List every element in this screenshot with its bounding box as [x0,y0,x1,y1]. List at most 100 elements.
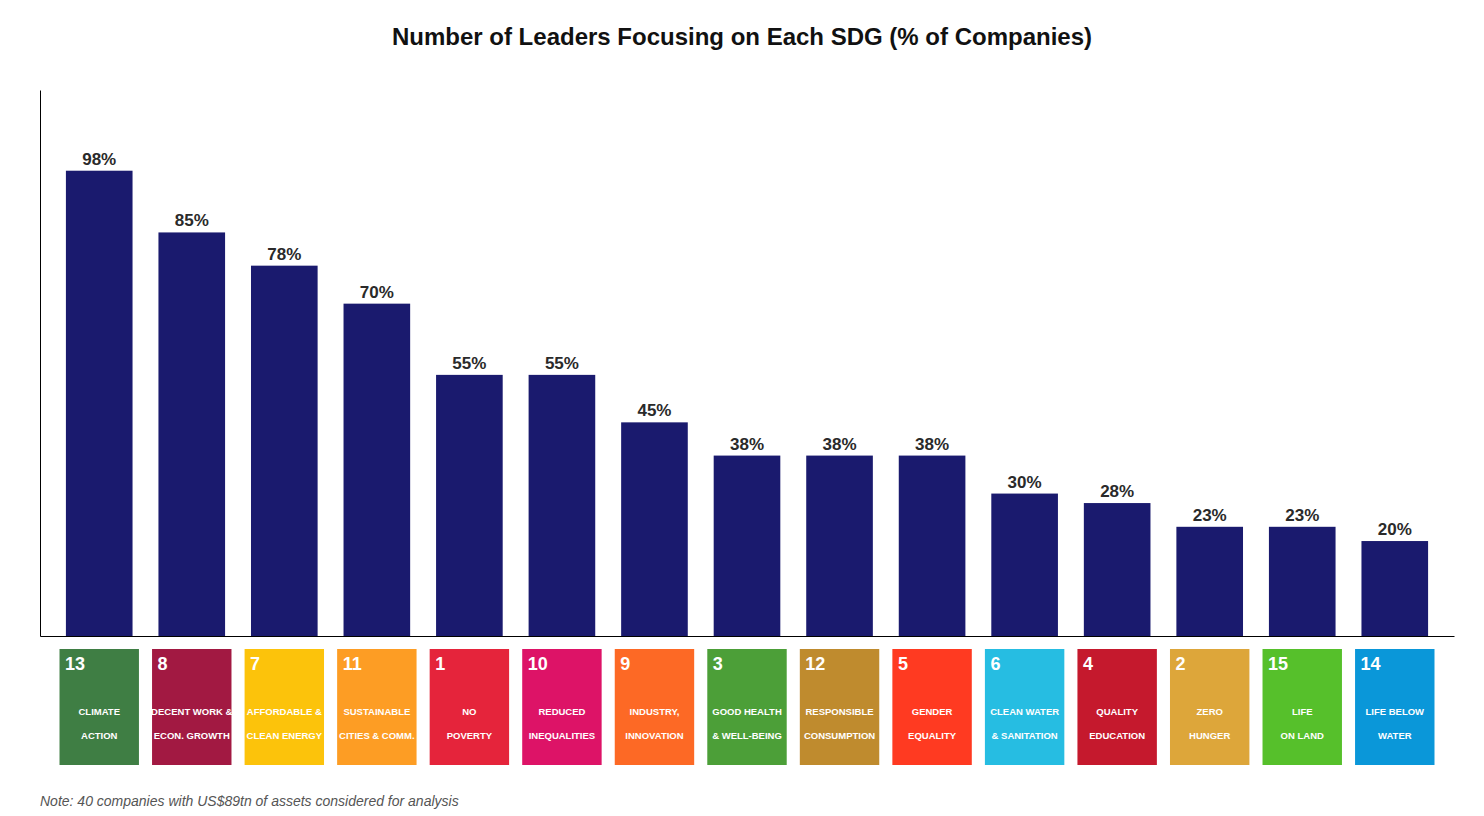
sdg-label: RESPONSIBLE [805,706,873,717]
sdg-tile [891,648,972,766]
sdg-label: QUALITY [1096,706,1138,717]
x-tick: 7 AFFORDABLE & CLEAN ENERGY [244,636,325,766]
sdg-tile [614,648,695,766]
data-label: 38% [915,435,949,454]
data-label: 30% [1008,473,1042,492]
bar [1084,503,1151,636]
sdg-label: ON LAND [1281,730,1324,741]
bar [251,266,318,636]
x-tick: 14LIFE BELOWWATER [1354,636,1435,766]
y-axis-line [40,91,41,637]
sdg-tile [151,648,232,766]
bar [1269,527,1336,636]
data-label: 38% [823,435,857,454]
sdg-label: SUSTAINABLE [343,706,410,717]
data-label: 78% [267,245,301,264]
x-tick: 13CLIMATEACTION [59,636,140,766]
x-tick: 1NOPOVERTY [429,636,510,766]
sdg-label: CONSUMPTION [804,730,875,741]
chart: Number of Leaders Focusing on Each SDG (… [0,0,1484,816]
x-tick-label: 9 [620,654,630,674]
bar [991,494,1058,636]
y-axis [40,91,41,637]
sdg-label: INNOVATION [625,730,683,741]
x-tick-label: 5 [898,654,908,674]
data-label: 55% [545,354,579,373]
data-label: 70% [360,283,394,302]
x-tick: 10 REDUCED INEQUALITIES [521,636,602,766]
sdg-tile [1169,648,1250,766]
sdg-tile [799,648,880,766]
sdg-label: HUNGER [1189,730,1230,741]
x-tick: 6CLEAN WATER& SANITATION [984,636,1065,766]
x-tick: 11SUSTAINABLECITIES & COMM. [336,636,417,766]
sdg-label: NO [462,706,476,717]
data-label: 28% [1100,482,1134,501]
x-tick-label: 4 [1083,654,1093,674]
data-label: 98% [82,150,116,169]
sdg-tile [59,648,140,766]
x-tick: 8 DECENT WORK & ECON. GROWTH [151,636,232,766]
x-tick: 3 GOOD HEALTH & WELL-BEING [706,636,787,766]
x-tick-label: 3 [713,654,723,674]
x-tick-label: 7 [250,654,260,674]
x-tick: 2 ZERO HUNGER [1169,636,1250,766]
sdg-label: INDUSTRY, [630,706,680,717]
x-tick-label: 15 [1268,654,1288,674]
x-tick: 12 RESPONSIBLE CONSUMPTION [799,636,880,766]
bars [66,171,1428,636]
x-tick-label: 8 [158,654,168,674]
x-tick-label: 14 [1361,654,1381,674]
sdg-label: CLEAN ENERGY [247,730,323,741]
data-label: 45% [637,401,671,420]
bar [529,375,596,636]
data-label: 23% [1193,506,1227,525]
data-label: 20% [1378,520,1412,539]
sdg-label: ZERO [1197,706,1223,717]
note: Note: 40 companies with US$89tn of asset… [40,793,459,809]
data-label: 23% [1285,506,1319,525]
data-label: 85% [175,211,209,230]
data-label: 55% [452,354,486,373]
bar [621,422,688,636]
sdg-label: WATER [1378,730,1412,741]
bar [1176,527,1243,636]
sdg-label: REDUCED [538,706,585,717]
plot: 98%85%78%70%55%55%45%38%38%38%30%28%23%2… [41,91,1455,767]
sdg-tile [336,648,417,766]
sdg-label: CITIES & COMM. [339,730,414,741]
sdg-tile [706,648,787,766]
sdg-label: GENDER [912,706,953,717]
x-tick-label: 12 [805,654,825,674]
sdg-label: AFFORDABLE & [247,706,322,717]
x-tick-label: 10 [528,654,548,674]
x-tick-label: 13 [65,654,85,674]
title: Number of Leaders Focusing on Each SDG (… [392,23,1092,50]
bar [436,375,503,636]
sdg-label: CLIMATE [78,706,120,717]
bar [344,304,411,636]
sdg-tile [244,648,325,766]
sdg-label: ECON. GROWTH [154,730,230,741]
sdg-label: GOOD HEALTH [712,706,782,717]
sdg-label: & SANITATION [992,730,1058,741]
sdg-label: POVERTY [447,730,493,741]
bar [158,232,225,636]
sdg-tile [984,648,1065,766]
x-tick-label: 6 [990,654,1000,674]
sdg-label: DECENT WORK & [151,706,232,717]
x-axis-line [41,636,1455,637]
sdg-tile [429,648,510,766]
x-tick: 9 INDUSTRY, INNOVATION [614,636,695,766]
sdg-label: EQUALITY [908,730,957,741]
x-tick-label: 2 [1175,654,1185,674]
bar [714,456,781,636]
bar [806,456,873,636]
sdg-tile [1076,648,1157,766]
sdg-label: INEQUALITIES [529,730,596,741]
sdg-label: EDUCATION [1089,730,1145,741]
x-tick: 4 QUALITY EDUCATION [1076,636,1157,766]
x-tick: 5 GENDER EQUALITY [891,636,972,766]
sdg-label: & WELL-BEING [712,730,782,741]
bar [66,171,133,636]
